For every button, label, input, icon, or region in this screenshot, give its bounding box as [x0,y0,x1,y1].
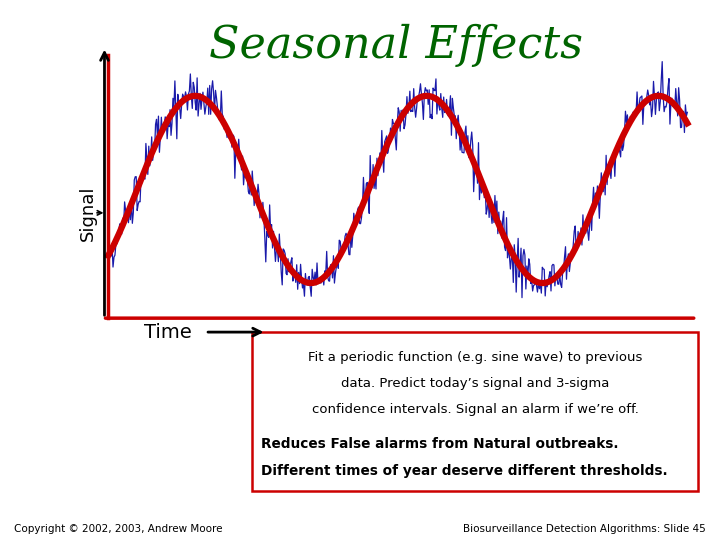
Text: Fit a periodic function (e.g. sine wave) to previous: Fit a periodic function (e.g. sine wave)… [308,351,642,364]
Text: data. Predict today’s signal and 3-sigma: data. Predict today’s signal and 3-sigma [341,377,609,390]
Text: confidence intervals. Signal an alarm if we’re off.: confidence intervals. Signal an alarm if… [312,403,639,416]
Text: Copyright © 2002, 2003, Andrew Moore: Copyright © 2002, 2003, Andrew Moore [14,523,223,534]
Text: Biosurveillance Detection Algorithms: Slide 45: Biosurveillance Detection Algorithms: Sl… [463,523,706,534]
Text: Different times of year deserve different thresholds.: Different times of year deserve differen… [261,464,667,478]
Text: Seasonal Effects: Seasonal Effects [209,24,583,68]
Text: Reduces False alarms from Natural outbreaks.: Reduces False alarms from Natural outbre… [261,437,618,451]
Text: Signal: Signal [79,185,97,241]
Text: Time: Time [144,322,192,342]
